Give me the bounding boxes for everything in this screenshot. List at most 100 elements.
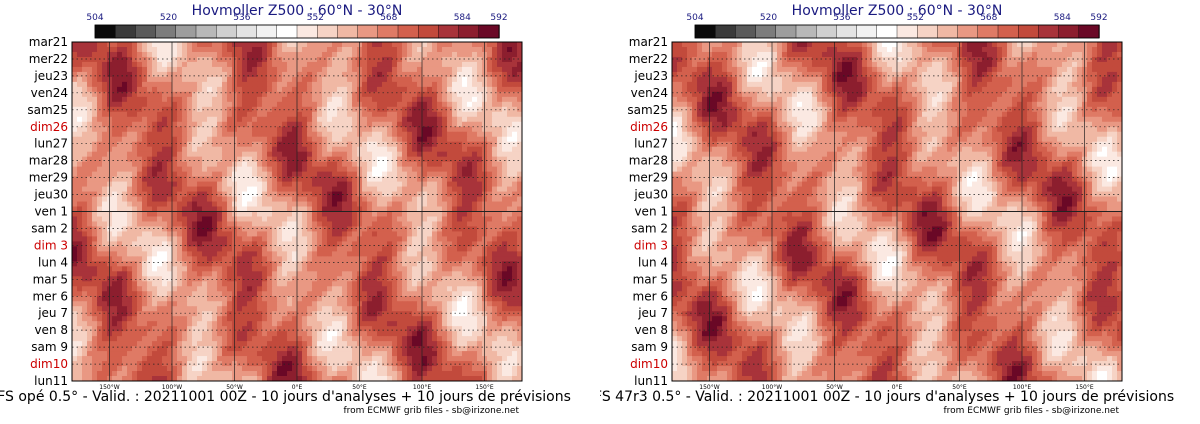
heatmap-cell [452,311,458,317]
heatmap-cell [302,91,308,98]
heatmap-cell [427,141,433,148]
heatmap-cell [347,116,353,123]
heatmap-cell [332,51,338,58]
heatmap-cell [267,186,273,193]
heatmap-cell [177,211,183,218]
heatmap-cell [397,251,403,257]
heatmap-cell [117,61,123,68]
heatmap-cell [427,241,433,247]
heatmap-cell [332,271,338,277]
heatmap-cell [342,61,348,68]
heatmap-cell [202,171,208,178]
heatmap-cell [227,241,233,247]
heatmap-cell [147,246,153,252]
heatmap-cell [487,206,493,213]
heatmap-cell [182,286,188,292]
colorbar-swatch [397,24,419,39]
heatmap-cell [187,216,193,223]
heatmap-cell [192,231,198,238]
heatmap-cell [457,306,463,312]
heatmap-cell [337,251,343,257]
heatmap-cell [387,136,393,143]
heatmap-cell [127,291,133,297]
heatmap-cell [407,171,413,178]
heatmap-cell [272,196,278,203]
heatmap-cell [332,156,338,163]
heatmap-cell [217,206,223,213]
heatmap-cell [237,136,243,143]
heatmap-cell [342,181,348,188]
heatmap-cell [487,221,493,228]
heatmap-cell [92,216,98,223]
heatmap-cell [212,106,218,113]
heatmap-cell [427,256,433,262]
heatmap-cell [117,316,123,322]
heatmap-cell [387,231,393,238]
heatmap-cell [287,256,293,262]
heatmap-cell [247,141,253,148]
heatmap-cell [137,306,143,312]
heatmap-cell [297,236,303,243]
heatmap-cell [337,96,343,103]
heatmap-cell [112,121,118,128]
heatmap-cell [497,201,503,208]
heatmap-cell [382,81,388,88]
heatmap-cell [462,296,468,302]
heatmap-cell [242,211,248,218]
heatmap-cell [462,236,468,243]
heatmap-cell [462,136,468,143]
heatmap-cell [332,46,338,53]
heatmap-cell [302,161,308,168]
heatmap-cell [182,66,188,73]
heatmap-cell [197,256,203,262]
heatmap-cell [97,71,103,78]
heatmap-cell [362,291,368,297]
heatmap-cell [387,56,393,63]
heatmap-cell [302,186,308,193]
heatmap-cell [457,291,463,297]
heatmap-cell [192,151,198,158]
heatmap-cell [367,176,373,183]
heatmap-cell [467,161,473,168]
heatmap-cell [202,166,208,173]
heatmap-cell [432,42,438,48]
heatmap-cell [277,196,283,203]
heatmap-cell [327,281,333,287]
heatmap-cell [507,111,513,118]
heatmap-cell [172,126,178,133]
heatmap-cell [212,61,218,68]
heatmap-cell [277,291,283,297]
heatmap-cell [262,311,268,317]
heatmap-cell [337,171,343,178]
heatmap-cell [217,136,223,143]
heatmap-cell [442,121,448,128]
heatmap-cell [297,271,303,277]
heatmap-cell [417,161,423,168]
heatmap-cell [382,186,388,193]
heatmap-cell [412,291,418,297]
heatmap-cell [142,186,148,193]
heatmap-cell [92,161,98,168]
heatmap-cell [212,296,218,302]
heatmap-cell [472,296,478,302]
heatmap-cell [447,141,453,148]
heatmap-cell [367,136,373,143]
heatmap-cell [432,251,438,257]
heatmap-cell [77,91,83,98]
heatmap-cell [87,251,93,257]
heatmap-cell [262,56,268,63]
heatmap-cell [402,256,408,262]
heatmap-cell [227,261,233,267]
heatmap-cell [72,131,78,138]
heatmap-cell [127,136,133,143]
heatmap-cell [192,296,198,302]
heatmap-cell [417,186,423,193]
heatmap-cell [132,201,138,208]
heatmap-cell [192,271,198,277]
heatmap-cell [207,241,213,247]
heatmap-cell [457,46,463,53]
heatmap-cell [427,146,433,153]
heatmap-cell [237,161,243,168]
heatmap-cell [312,286,318,292]
heatmap-cell [172,236,178,243]
